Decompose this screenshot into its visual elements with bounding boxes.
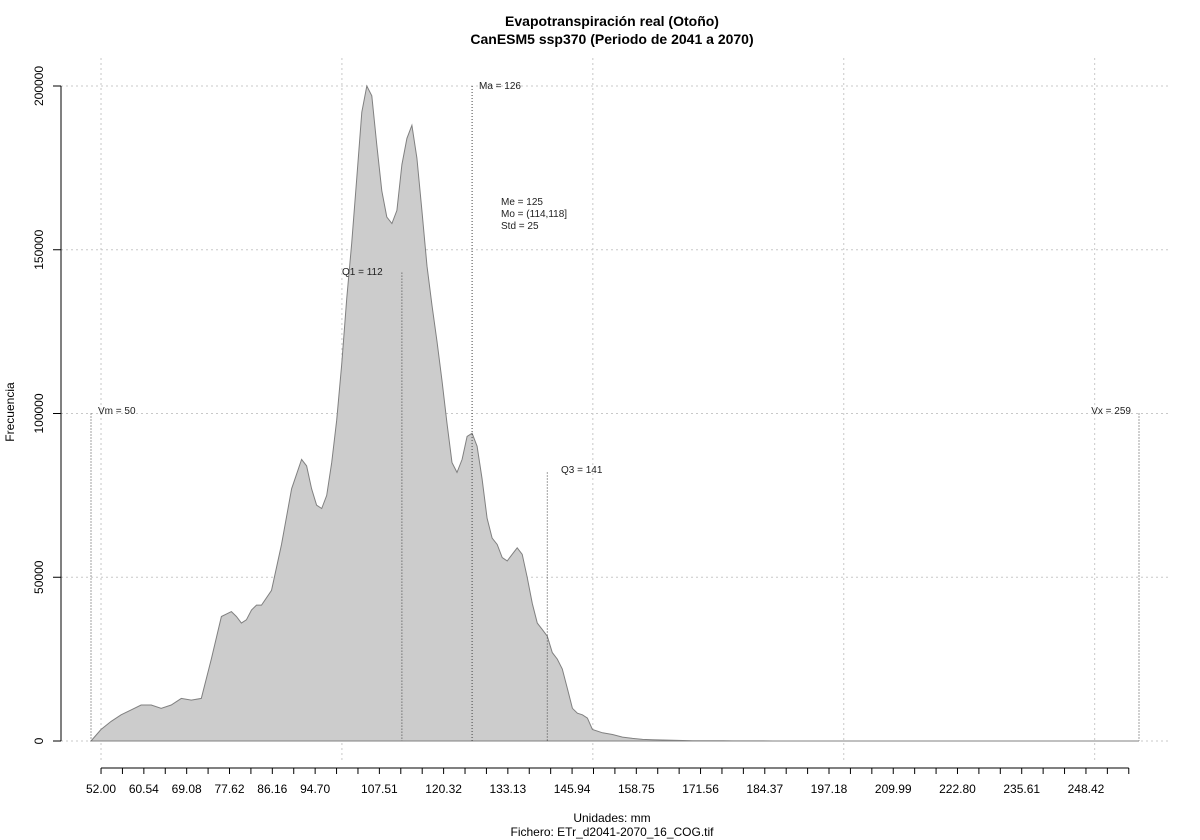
y-tick-label: 150000 — [32, 229, 46, 269]
q1-label: Q1 = 112 — [342, 267, 383, 278]
x-tick-label: 235.61 — [1003, 782, 1040, 796]
density-area — [89, 84, 1139, 742]
ma-label: Ma = 126 — [479, 81, 521, 92]
x-tick-label: 52.00 — [86, 782, 116, 796]
me-label: Me = 125 — [501, 197, 543, 208]
x-tick-label: 248.42 — [1068, 782, 1105, 796]
x-tick-label: 133.13 — [489, 782, 526, 796]
y-tick-label: 50000 — [32, 560, 46, 594]
file-caption: Fichero: ETr_d2041-2070_16_COG.tif — [511, 825, 715, 839]
x-tick-label: 184.37 — [746, 782, 783, 796]
chart-title: Evapotranspiración real (Otoño) — [505, 13, 719, 29]
y-tick-label: 100000 — [32, 393, 46, 433]
x-tick-label: 197.18 — [811, 782, 848, 796]
x-tick-label: 120.32 — [425, 782, 462, 796]
vx-label: Vx = 259 — [1091, 406, 1131, 417]
chart-subtitle: CanESM5 ssp370 (Periodo de 2041 a 2070) — [470, 31, 753, 47]
x-tick-label: 171.56 — [682, 782, 719, 796]
x-axis-label: Unidades: mm — [573, 811, 650, 825]
stat-lines — [90, 86, 1140, 741]
mo-label: Mo = (114,118] — [501, 209, 567, 220]
x-tick-label: 158.75 — [618, 782, 655, 796]
x-tick-label: 145.94 — [554, 782, 591, 796]
x-axis: 52.00 60.54 69.08 77.62 86.16 94.70 107.51 120.… — [86, 767, 1130, 796]
y-axis: 0 50000 100000 150000 200000 — [32, 66, 62, 744]
x-tick-label: 209.99 — [875, 782, 912, 796]
x-tick-label: 94.70 — [300, 782, 330, 796]
x-tick-label: 69.08 — [172, 782, 202, 796]
x-tick-label: 60.54 — [129, 782, 159, 796]
vm-label: Vm = 50 — [98, 406, 136, 417]
q3-label: Q3 = 141 — [561, 465, 603, 476]
x-tick-label: 86.16 — [257, 782, 287, 796]
y-tick-label: 200000 — [32, 66, 46, 106]
x-tick-label: 107.51 — [361, 782, 398, 796]
x-tick-label: 222.80 — [939, 782, 976, 796]
std-label: Std = 25 — [501, 221, 539, 232]
y-axis-label: Frecuencia — [3, 382, 17, 442]
y-tick-label: 0 — [32, 737, 46, 744]
x-tick-label: 77.62 — [214, 782, 244, 796]
